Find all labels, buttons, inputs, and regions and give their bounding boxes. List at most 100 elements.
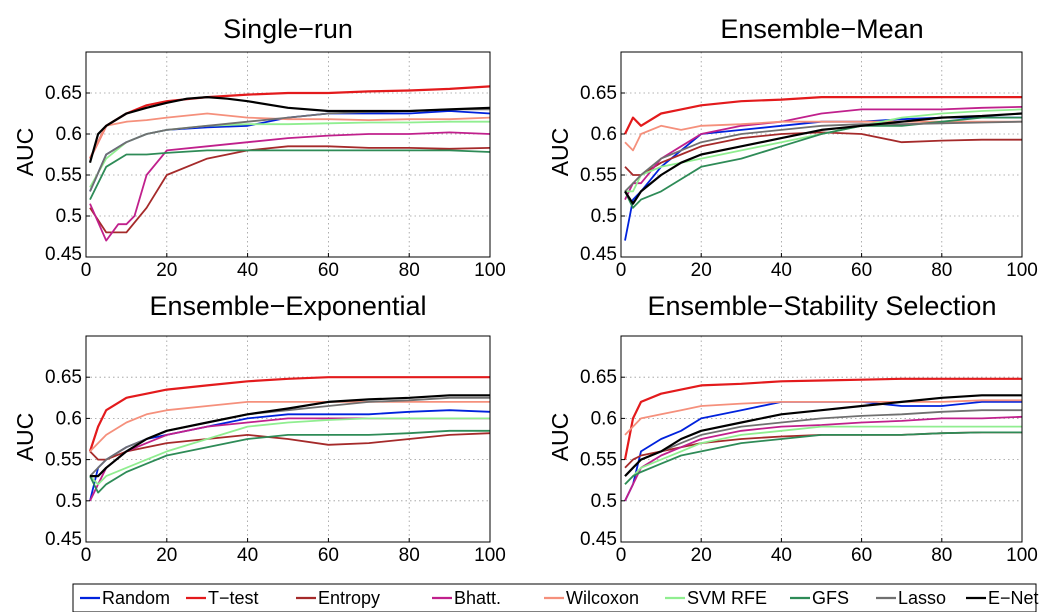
- y-tick-label: 0.45: [45, 244, 82, 265]
- x-tick-label: 0: [616, 545, 627, 566]
- x-tick-label: 40: [771, 545, 792, 566]
- series-line-entropy: [624, 131, 1022, 176]
- y-tick-label: 0.55: [45, 165, 82, 186]
- y-tick-label: 0.65: [45, 367, 82, 388]
- y-tick-label: 0.5: [56, 206, 82, 227]
- y-tick-label: 0.55: [580, 450, 617, 471]
- x-tick-label: 40: [771, 260, 792, 281]
- y-tick-label: 0.65: [580, 367, 617, 388]
- y-tick-label: 0.6: [591, 124, 617, 145]
- series-line-gfs: [624, 116, 1022, 209]
- y-tick-label: 0.5: [591, 491, 617, 512]
- grid: [86, 336, 490, 542]
- series-line-wilcoxon: [624, 399, 1022, 436]
- x-tick-label: 60: [318, 545, 339, 566]
- series-line-random: [89, 409, 491, 502]
- x-tick-label: 60: [318, 260, 339, 281]
- legend: Random T−test Entropy Bhatt. Wilcoxon SVM RFE…: [72, 583, 1039, 612]
- x-tick-label: 0: [81, 260, 92, 281]
- y-axis-label: AUC: [12, 413, 38, 462]
- x-tick-label: 40: [237, 260, 258, 281]
- tick-labels: 0 20 40 60 80 100 0.45 0.5 0.55 0.6 0.65: [45, 83, 506, 281]
- x-tick-label: 80: [399, 260, 420, 281]
- panel-ensemble-stability-selection: Ensemble−Stability Selection AUC 0 20 40 60…: [547, 291, 1038, 566]
- panel-single-run: Single−run AUC 0 20 40 60 80 100 0.45 0.5 0.55 0.…: [12, 14, 506, 281]
- x-tick-label: 100: [1006, 260, 1038, 281]
- series-line-random: [624, 116, 1022, 241]
- panel-title: Ensemble−Exponential: [150, 291, 427, 321]
- series-lines: [624, 95, 1023, 241]
- y-tick-label: 0.55: [580, 165, 617, 186]
- series-line-t-test: [624, 95, 1022, 135]
- panel-ensemble-mean: Ensemble−Mean AUC 0 20 40 60 80 100 0.45 0.5 0.5…: [547, 14, 1038, 281]
- grid: [621, 52, 1022, 257]
- series-lines: [623, 377, 1023, 502]
- series-line-svm-rfe: [625, 108, 1023, 193]
- series-line-gfs: [624, 431, 1022, 485]
- series-line-e-net: [88, 95, 491, 163]
- y-tick-label: 0.5: [56, 491, 82, 512]
- legend-label-e-net: E−Net: [988, 588, 1039, 608]
- legend-label-random: Random: [102, 588, 170, 608]
- series-lines: [88, 85, 491, 242]
- tick-labels: 0 20 40 60 80 100 0.45 0.5 0.55 0.6 0.65: [580, 83, 1038, 281]
- series-line-t-test: [88, 376, 490, 452]
- axes-box: [85, 51, 491, 258]
- series-line-svm-rfe: [89, 417, 490, 486]
- panel-ensemble-exponential: Ensemble−Exponential AUC 0 20 40 60 80 100 0.4…: [12, 291, 506, 566]
- legend-label-lasso: Lasso: [898, 588, 946, 608]
- legend-label-gfs: GFS: [812, 588, 849, 608]
- series-line-wilcoxon: [89, 112, 491, 159]
- axes-box: [620, 335, 1023, 543]
- series-line-lasso: [624, 409, 1022, 477]
- panel-title: Ensemble−Stability Selection: [648, 291, 997, 321]
- x-tick-label: 80: [931, 260, 952, 281]
- legend-label-t-test: T−test: [208, 588, 259, 608]
- panel-title: Single−run: [223, 14, 353, 44]
- y-axis-label: AUC: [12, 128, 38, 177]
- series-line-lasso: [624, 120, 1023, 193]
- x-tick-label: 20: [156, 545, 177, 566]
- legend-label-entropy: Entropy: [318, 588, 380, 608]
- y-tick-label: 0.45: [580, 529, 617, 550]
- x-tick-label: 0: [81, 545, 92, 566]
- x-tick-label: 80: [931, 545, 952, 566]
- y-tick-label: 0.55: [45, 450, 82, 471]
- x-tick-label: 60: [851, 260, 872, 281]
- axes-box: [620, 51, 1023, 258]
- y-tick-label: 0.45: [45, 529, 82, 550]
- x-tick-label: 100: [474, 260, 506, 281]
- series-line-gfs: [89, 429, 490, 494]
- legend-label-svm-rfe: SVM RFE: [687, 588, 767, 608]
- y-tick-label: 0.45: [580, 244, 617, 265]
- y-tick-label: 0.5: [591, 206, 617, 227]
- series-line-svm-rfe: [624, 425, 1022, 485]
- y-tick-label: 0.65: [580, 83, 617, 104]
- x-tick-label: 100: [1006, 545, 1038, 566]
- y-tick-label: 0.6: [56, 408, 82, 429]
- x-tick-label: 20: [691, 545, 712, 566]
- tick-labels: 0 20 40 60 80 100 0.45 0.5 0.55 0.6 0.65: [580, 367, 1038, 566]
- series-line-e-net: [624, 394, 1022, 477]
- x-tick-label: 20: [156, 260, 177, 281]
- series-line-entropy: [89, 145, 491, 234]
- series-line-bhatt: [89, 131, 491, 242]
- x-tick-label: 0: [616, 260, 627, 281]
- x-tick-label: 100: [474, 545, 506, 566]
- series-line-gfs: [89, 149, 491, 200]
- series-line-e-net: [90, 394, 490, 478]
- x-tick-label: 40: [237, 545, 258, 566]
- series-line-random: [624, 400, 1022, 502]
- axes-box: [85, 335, 491, 543]
- series-line-e-net: [624, 112, 1023, 205]
- tick-labels: 0 20 40 60 80 100 0.45 0.5 0.55 0.6 0.65: [45, 367, 506, 566]
- x-tick-label: 20: [691, 260, 712, 281]
- x-tick-label: 80: [399, 545, 420, 566]
- y-tick-label: 0.65: [45, 83, 82, 104]
- y-tick-label: 0.6: [591, 408, 617, 429]
- legend-label-wilcoxon: Wilcoxon: [566, 588, 639, 608]
- x-tick-label: 60: [851, 545, 872, 566]
- y-axis-label: AUC: [547, 128, 573, 177]
- legend-label-bhatt: Bhatt.: [454, 588, 501, 608]
